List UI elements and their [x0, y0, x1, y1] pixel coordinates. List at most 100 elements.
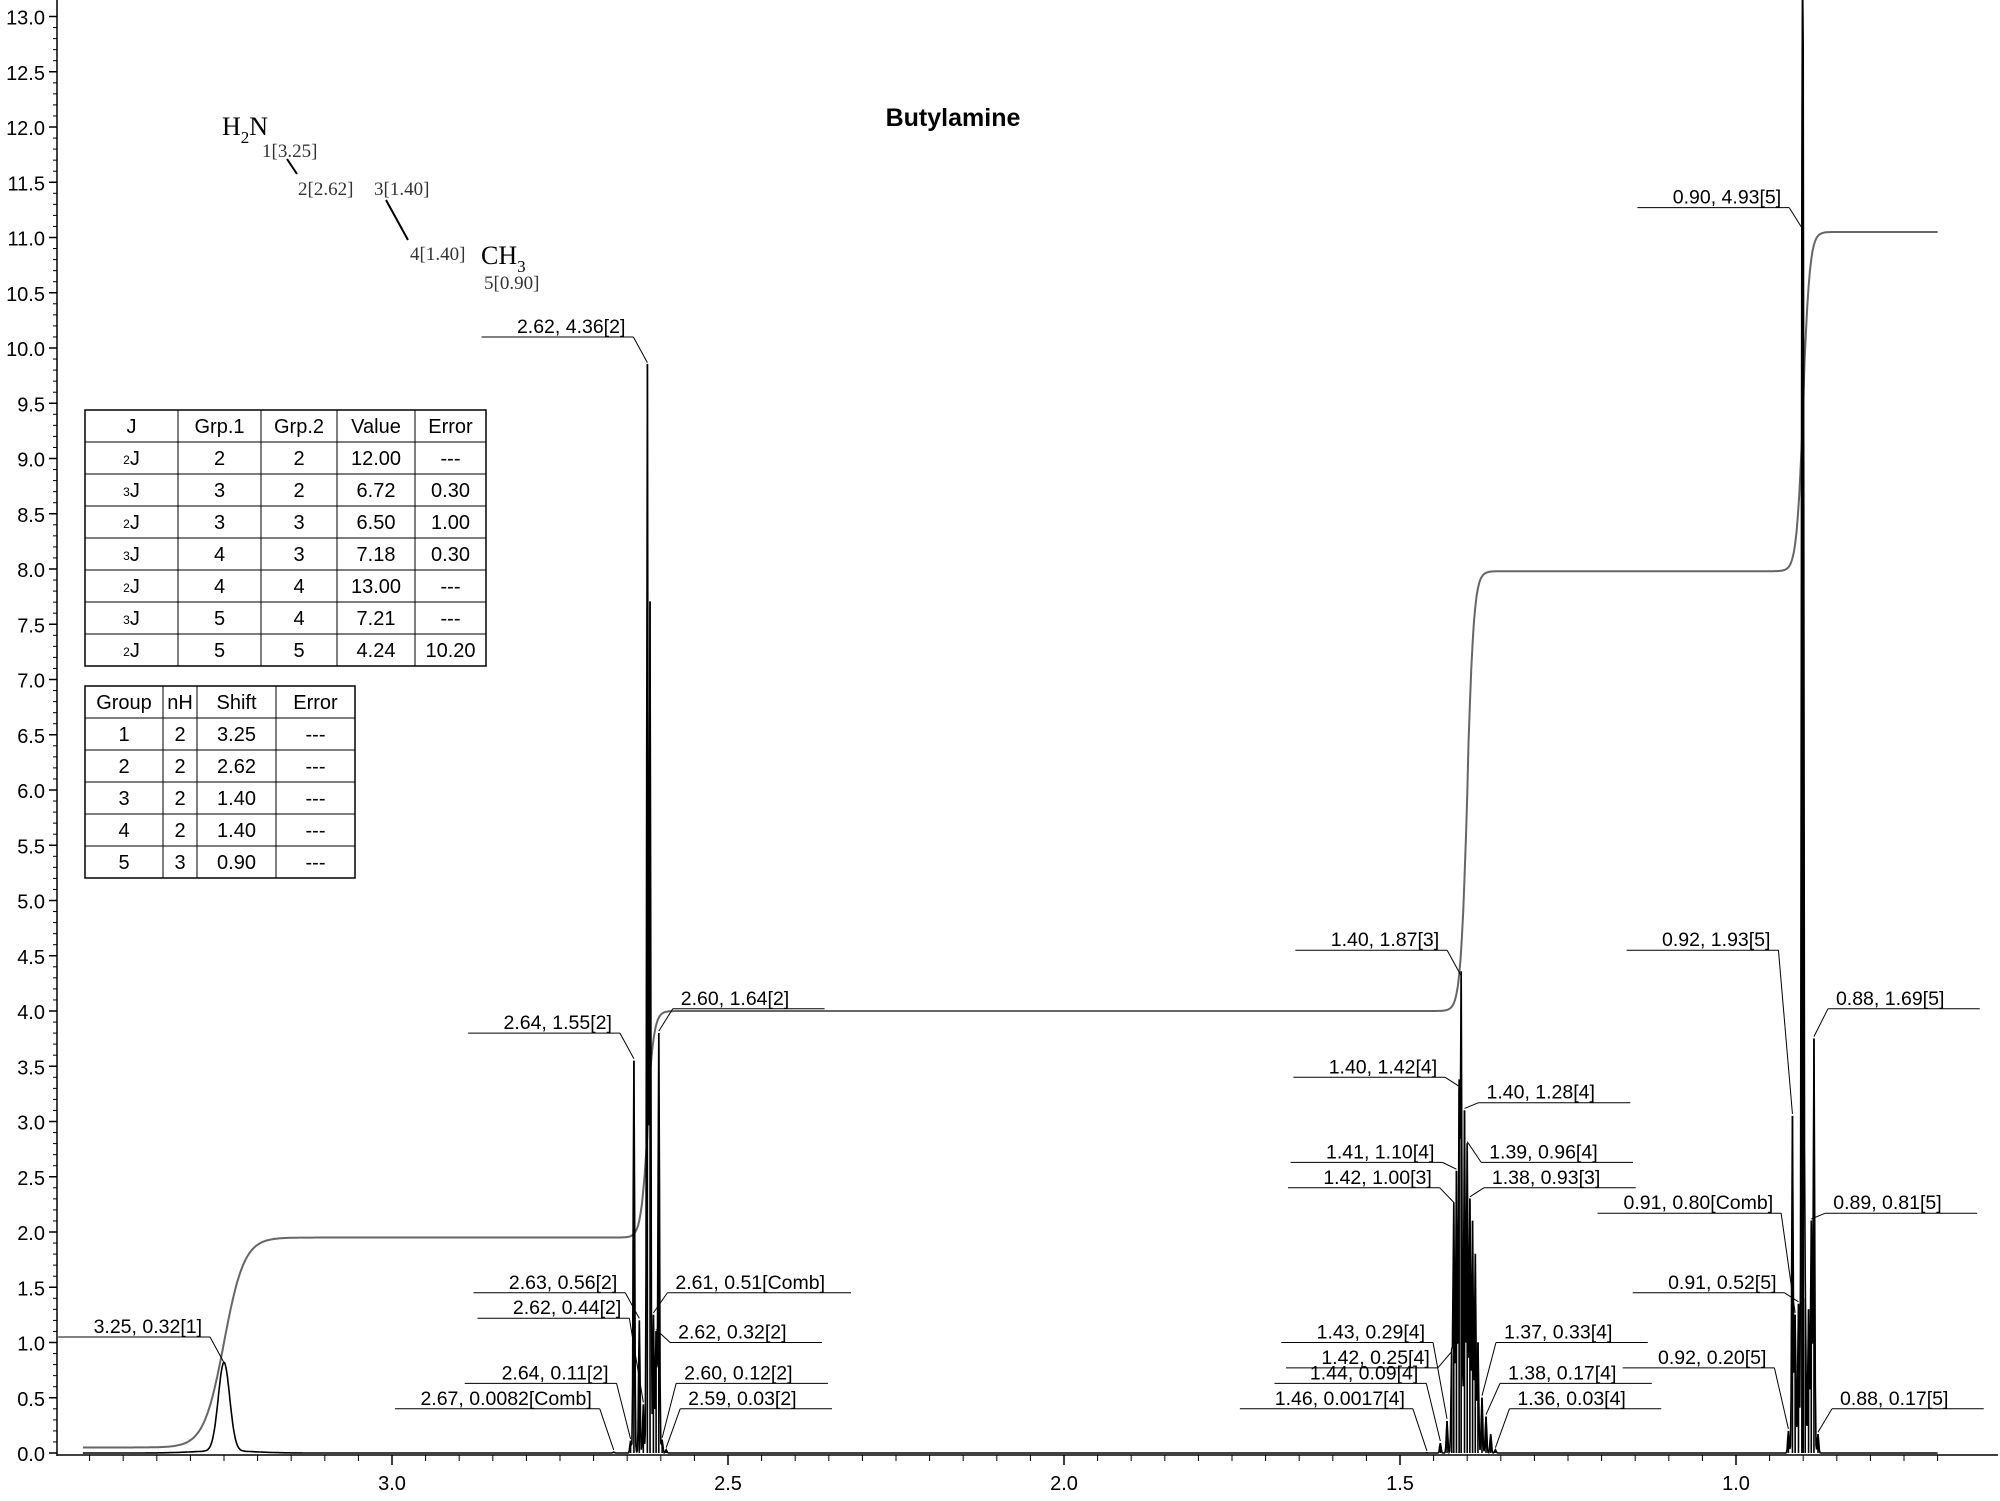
peak-label-leader — [1773, 1367, 1789, 1430]
y-tick-label: 8.5 — [17, 505, 45, 527]
j-table-cell: 6.72 — [357, 480, 396, 502]
peak-label-text: 0.88, 0.17[5] — [1840, 1388, 1948, 1410]
j-table-cell: 3 — [293, 544, 304, 566]
y-tick-label: 0.5 — [17, 1389, 45, 1411]
peak-label: 2.60, 1.64[2] — [658, 988, 825, 1032]
y-tick-label: 2.0 — [17, 1223, 45, 1245]
j-table-cell: 4 — [293, 576, 304, 598]
peak-label: 1.43, 0.29[4] — [1281, 1322, 1448, 1420]
y-tick-label: 11.5 — [8, 173, 45, 195]
peak-label-text: 2.62, 0.32[2] — [678, 1322, 786, 1344]
peak-label-text: 0.90, 4.93[5] — [1673, 187, 1781, 209]
j-table-header: Error — [428, 416, 473, 438]
peak-label-leader — [1784, 1292, 1799, 1303]
peak-label: 2.59, 0.03[2] — [665, 1388, 832, 1448]
coupling-constant-table: J Grp.1 Grp.2 Value Error 2J 2 2 12.00 --- 3J 3 2 6.7… — [84, 409, 487, 667]
peak-label: 2.61, 0.51[Comb] — [652, 1272, 852, 1314]
x-tick-label: 3.0 — [378, 1473, 406, 1495]
j-table-cell: 6.50 — [357, 512, 396, 534]
peak-label: 0.90, 4.93[5] — [1637, 187, 1804, 231]
j-table-cell: 2 — [293, 480, 304, 502]
y-tick-label: 8.0 — [17, 560, 45, 582]
y-tick-label: 10.5 — [6, 284, 45, 306]
peak-label-text: 1.36, 0.03[4] — [1517, 1388, 1625, 1410]
peak-label: 1.40, 1.87[3] — [1295, 929, 1462, 977]
spectrum-trace — [82, 0, 1938, 1455]
atom-label-1: 1[3.25] — [262, 141, 317, 162]
peak-label-text: 2.63, 0.56[2] — [509, 1272, 617, 1294]
spectrum-peaks — [82, 0, 1938, 1455]
nh2-n: N — [249, 112, 268, 141]
shift-table-header: nH — [167, 692, 193, 714]
peak-label-text: 1.41, 1.10[4] — [1326, 1141, 1434, 1163]
peak-label-leader — [1444, 1076, 1460, 1087]
peak-label-leader — [624, 1292, 640, 1319]
y-tick-label: 6.5 — [17, 726, 45, 748]
peak-label-text: 2.60, 0.12[2] — [684, 1362, 792, 1384]
j-table-cell: 4 — [214, 544, 225, 566]
shift-table-cell: 2 — [174, 756, 185, 778]
shift-table-cell: 1.40 — [217, 820, 256, 842]
peak-label-text: 2.64, 0.11[2] — [502, 1362, 609, 1384]
axes — [56, 0, 1998, 1456]
j-table-cell: 2J — [123, 448, 140, 470]
j-table-cell: 2 — [214, 448, 225, 470]
peak-label-leader — [1432, 1342, 1448, 1420]
peak-label-text: 2.60, 1.64[2] — [681, 988, 789, 1010]
peak-label-leader — [1437, 1351, 1453, 1369]
chemical-shift-table: Group nH Shift Error 1 2 3.25 --- 2 2 2.62 --- 3 2 1.4… — [84, 685, 356, 879]
shift-table-cell: 3.25 — [217, 724, 256, 746]
x-tick-label: 2.5 — [714, 1473, 742, 1495]
peak-label-text: 0.88, 1.69[5] — [1836, 988, 1944, 1010]
peak-label-text: 2.59, 0.03[2] — [688, 1388, 796, 1410]
peak-label: 1.40, 1.28[4] — [1464, 1082, 1631, 1109]
peak-label-leader — [632, 336, 648, 363]
atom-label-4: 4[1.40] — [410, 244, 465, 265]
peak-label-leader — [658, 1008, 674, 1032]
peak-label-text: 2.61, 0.51[Comb] — [675, 1272, 825, 1294]
x-ticks: 3.0 2.5 2.0 1.5 1.0 — [89, 1455, 1939, 1495]
j-table-cell: 5 — [293, 640, 304, 662]
integral-curve — [82, 231, 1938, 1449]
bond-1-2 — [286, 158, 298, 175]
shift-table-cell: --- — [306, 852, 326, 874]
j-table-cell: 13.00 — [351, 576, 401, 598]
j-table-header: J — [127, 416, 137, 438]
nh2-group: H2N — [222, 112, 268, 147]
peak-label: 0.89, 0.81[5] — [1811, 1192, 1978, 1220]
peak-label: 2.60, 0.12[2] — [661, 1362, 828, 1438]
j-table-cell: 1.00 — [431, 512, 470, 534]
j-table-cell: 4 — [214, 576, 225, 598]
peak-label-leader — [1469, 1187, 1485, 1198]
peak-label-leader — [655, 1329, 671, 1343]
peak-label-text: 1.38, 0.93[3] — [1492, 1167, 1600, 1189]
peak-label: 1.46, 0.0017[4] — [1239, 1388, 1428, 1451]
shift-table-cell: 2 — [118, 756, 129, 778]
j-table-header: Grp.1 — [194, 416, 244, 438]
shift-table-cell: 1 — [118, 724, 129, 746]
peak-label-text: 1.40, 1.42[4] — [1329, 1056, 1437, 1078]
j-table-cell: --- — [441, 448, 461, 470]
y-tick-label: 0.0 — [17, 1444, 45, 1466]
j-table-cell: 7.21 — [357, 608, 396, 630]
peak-label: 3.25, 0.32[1] — [58, 1316, 225, 1363]
j-table-cell: 12.00 — [351, 448, 401, 470]
peak-label: 2.64, 0.11[2] — [464, 1362, 632, 1439]
peak-label: 2.62, 0.44[2] — [477, 1297, 644, 1403]
y-tick-label: 2.5 — [17, 1168, 45, 1190]
peak-label-leader — [661, 1383, 677, 1438]
shift-table-cell: 2 — [174, 788, 185, 810]
j-table-cell: 5 — [214, 608, 225, 630]
atom-label-2: 2[2.62] — [298, 179, 353, 200]
peak-label-text: 0.89, 0.81[5] — [1833, 1192, 1941, 1214]
peak-label: 1.42, 1.00[3] — [1287, 1167, 1455, 1203]
peak-label: 1.39, 0.96[4] — [1466, 1141, 1633, 1163]
x-tick-label: 1.5 — [1386, 1473, 1414, 1495]
peak-label: 1.38, 0.93[3] — [1469, 1167, 1636, 1198]
peak-label-text: 3.25, 0.32[1] — [94, 1316, 202, 1338]
peak-label-leader — [1817, 1408, 1833, 1433]
y-tick-label: 7.0 — [17, 671, 45, 693]
peak-label: 1.37, 0.33[4] — [1481, 1322, 1648, 1396]
peak-label-leader — [1412, 1408, 1428, 1451]
